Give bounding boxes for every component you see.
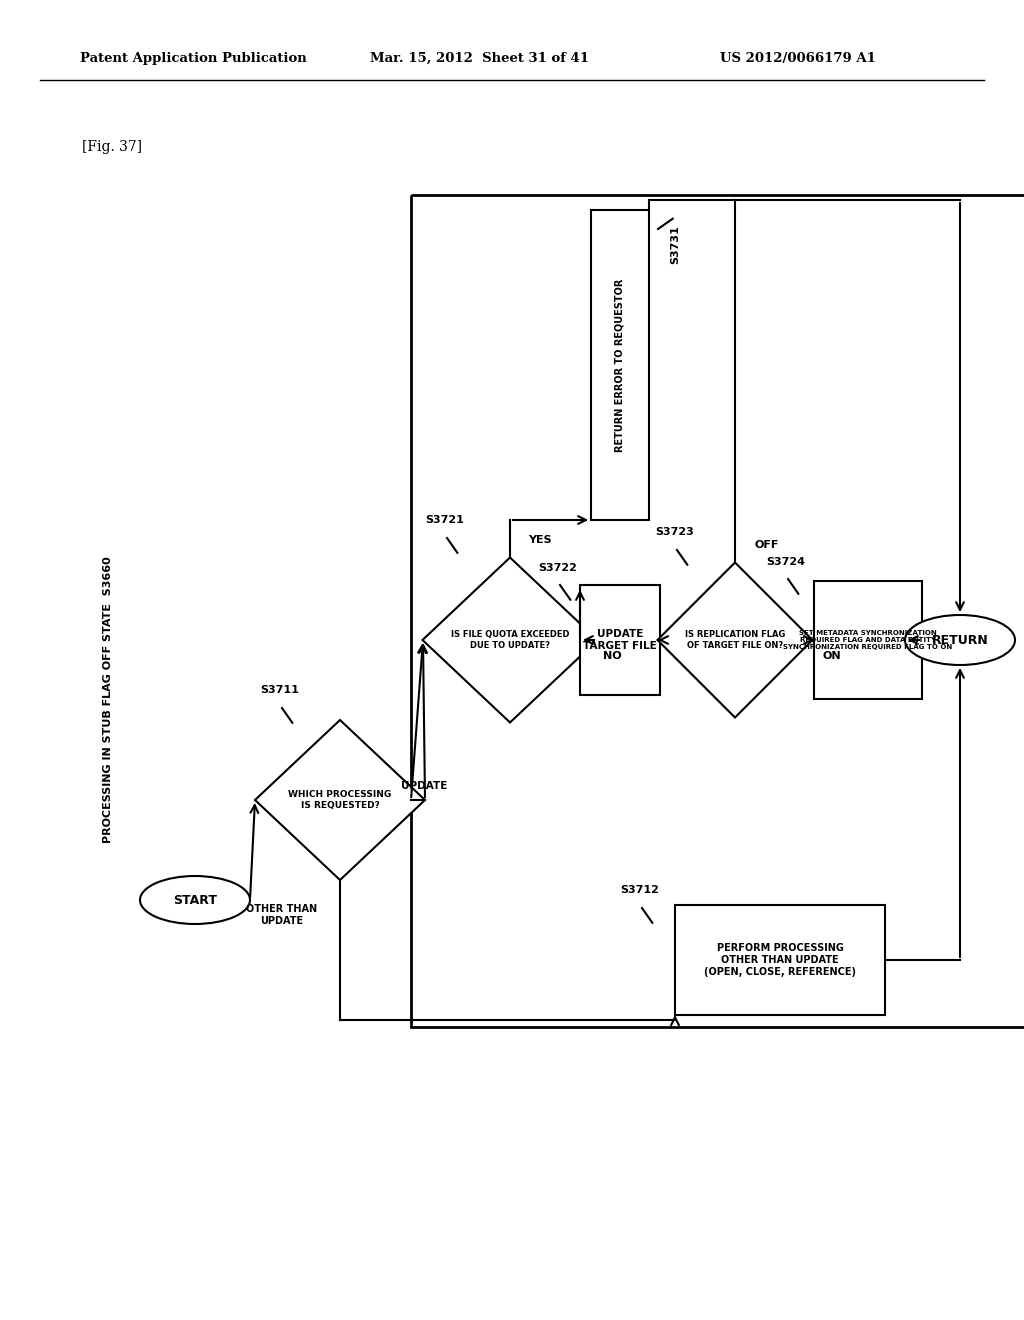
Text: RETURN ERROR TO REQUESTOR: RETURN ERROR TO REQUESTOR bbox=[615, 279, 625, 451]
Text: S3731: S3731 bbox=[670, 226, 680, 264]
Text: IS REPLICATION FLAG
OF TARGET FILE ON?: IS REPLICATION FLAG OF TARGET FILE ON? bbox=[685, 630, 785, 649]
Text: START: START bbox=[173, 894, 217, 907]
Polygon shape bbox=[657, 562, 812, 718]
Bar bbox=[675, 906, 885, 1015]
Polygon shape bbox=[423, 557, 597, 722]
Text: S3723: S3723 bbox=[655, 527, 694, 537]
Text: Mar. 15, 2012  Sheet 31 of 41: Mar. 15, 2012 Sheet 31 of 41 bbox=[370, 51, 589, 65]
Ellipse shape bbox=[140, 876, 250, 924]
Polygon shape bbox=[255, 719, 425, 880]
Text: NO: NO bbox=[603, 651, 622, 661]
Text: UPDATE
TARGET FILE: UPDATE TARGET FILE bbox=[583, 630, 656, 651]
Text: PROCESSING IN STUB FLAG OFF STATE  S3660: PROCESSING IN STUB FLAG OFF STATE S3660 bbox=[103, 557, 113, 843]
Bar bbox=[814, 581, 922, 700]
Text: Patent Application Publication: Patent Application Publication bbox=[80, 51, 307, 65]
Text: ON: ON bbox=[822, 651, 842, 661]
Text: WHICH PROCESSING
IS REQUESTED?: WHICH PROCESSING IS REQUESTED? bbox=[289, 791, 391, 809]
Text: YES: YES bbox=[528, 535, 552, 545]
Text: S3711: S3711 bbox=[260, 685, 299, 696]
Ellipse shape bbox=[905, 615, 1015, 665]
Bar bbox=[580, 585, 660, 696]
Text: IS FILE QUOTA EXCEEDED
DUE TO UPDATE?: IS FILE QUOTA EXCEEDED DUE TO UPDATE? bbox=[451, 630, 569, 649]
Text: OTHER THAN
UPDATE: OTHER THAN UPDATE bbox=[247, 904, 317, 925]
Text: S3721: S3721 bbox=[426, 515, 465, 525]
Text: S3712: S3712 bbox=[621, 884, 659, 895]
Text: S3722: S3722 bbox=[539, 564, 578, 573]
Text: UPDATE: UPDATE bbox=[400, 781, 447, 791]
Text: S3724: S3724 bbox=[767, 557, 806, 568]
Text: SET METADATA SYNCHRONIZATION
REQUIRED FLAG AND DATA ENTITY
SYNCHRONIZATION REQUI: SET METADATA SYNCHRONIZATION REQUIRED FL… bbox=[783, 630, 952, 649]
Bar bbox=[411, 195, 1024, 1027]
Bar bbox=[591, 210, 649, 520]
Text: [Fig. 37]: [Fig. 37] bbox=[82, 140, 142, 154]
Text: PERFORM PROCESSING
OTHER THAN UPDATE
(OPEN, CLOSE, REFERENCE): PERFORM PROCESSING OTHER THAN UPDATE (OP… bbox=[705, 944, 856, 977]
Text: OFF: OFF bbox=[755, 540, 779, 550]
Text: RETURN: RETURN bbox=[932, 634, 988, 647]
Text: US 2012/0066179 A1: US 2012/0066179 A1 bbox=[720, 51, 876, 65]
